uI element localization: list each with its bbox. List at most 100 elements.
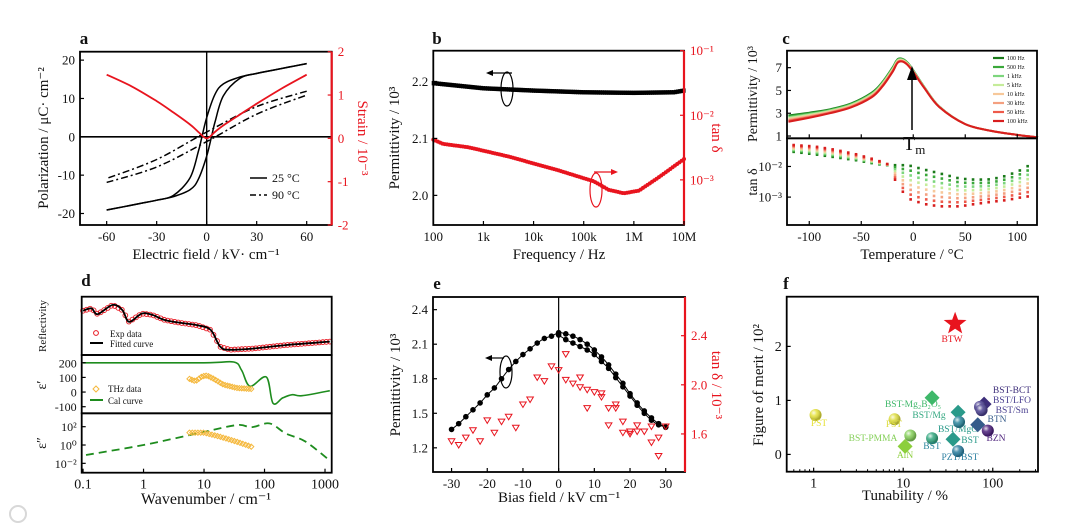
permittivity-point (630, 90, 634, 96)
permittivity-point (463, 413, 469, 420)
tan-delta-point (971, 195, 975, 199)
permittivity-point (494, 86, 498, 92)
permittivity-point (463, 84, 467, 89)
permittivity-point (517, 87, 521, 93)
permittivity-point (648, 417, 655, 423)
x-tick-label: -30 (148, 229, 165, 244)
permittivity-point (600, 90, 605, 95)
tan-delta-point (893, 163, 897, 167)
tan-delta-point (807, 144, 811, 148)
permittivity-point (477, 85, 481, 91)
tan-delta-point (940, 181, 944, 185)
x-tick-label: 100 (424, 229, 444, 244)
y-axis-title: Permittivity / 10³ (388, 333, 404, 436)
data-point-diamond (950, 404, 966, 420)
permittivity-point (659, 90, 663, 95)
permittivity-point (603, 90, 607, 95)
tan-delta-point (995, 183, 998, 187)
tan-delta-point (1002, 188, 1006, 192)
tan-delta-point (971, 188, 975, 192)
tan-delta-point (909, 183, 912, 187)
y-tick-label: 2.0 (412, 188, 428, 203)
y2-axis-title: tan δ (708, 123, 724, 152)
permittivity-point (575, 89, 580, 95)
tan-delta-point (924, 183, 928, 187)
arrow-head-icon (486, 70, 493, 76)
tm-annotation: Tm (903, 133, 925, 157)
tan-delta-point (948, 205, 951, 208)
fitted-curve (82, 303, 330, 351)
tan-delta-point (1026, 169, 1029, 172)
series-marker-ellipse (500, 71, 514, 107)
x-tick-label: 1M (625, 229, 644, 244)
permittivity-point (655, 90, 659, 95)
tan-delta-point (454, 441, 463, 449)
tan-delta-point (995, 193, 998, 196)
tan-delta-point (611, 405, 620, 413)
tan-delta-point (909, 193, 912, 196)
tan-delta-point (800, 144, 803, 147)
tan-delta-point (497, 418, 506, 426)
permittivity-point (491, 385, 498, 391)
tan-delta-point (1018, 169, 1022, 172)
tan-delta-point (917, 181, 920, 184)
permittivity-point (619, 90, 623, 95)
permittivity-point (557, 89, 561, 94)
x-tick-label: 60 (300, 229, 313, 244)
permittivity-point (577, 336, 583, 343)
x-tick-label: 1k (477, 229, 491, 244)
x-tick-label: -10 (514, 476, 531, 491)
tan-delta-point (618, 429, 628, 437)
permittivity-point (486, 86, 490, 91)
exp-data-point (90, 307, 97, 314)
permittivity-point (546, 88, 550, 94)
tan-delta-point (987, 187, 990, 191)
permittivity-point (562, 336, 569, 343)
permittivity-point (508, 87, 513, 92)
tan-delta-point (1018, 192, 1022, 196)
y-tick-label: 1.5 (412, 406, 428, 421)
arrow-head-icon (907, 66, 917, 80)
permittivity-point (627, 393, 633, 399)
tan-delta-point (1002, 192, 1006, 195)
tan-delta-point (956, 188, 959, 192)
permittivity-point (598, 90, 603, 95)
tan-delta-point (932, 175, 936, 179)
x-tick-label: 100 (254, 478, 275, 493)
tan-delta-point (1002, 181, 1006, 185)
permittivity-point (555, 332, 562, 338)
permittivity-point (544, 88, 548, 94)
exp-data-point (136, 312, 143, 318)
permittivity-point (450, 82, 454, 88)
tan-delta-point (893, 172, 897, 175)
tan-delta-point (909, 169, 912, 172)
permittivity-point (559, 89, 563, 94)
tan-delta-point (917, 191, 920, 194)
data-point-label: PZT/BST (942, 453, 979, 463)
tan-delta-point (901, 167, 905, 171)
tan-delta-point (901, 190, 905, 194)
data-point-diamond (970, 417, 986, 433)
tan-delta-point (956, 176, 959, 180)
data-point-highlight (926, 432, 939, 445)
tan-delta-point (561, 376, 570, 384)
permittivity-point (534, 340, 541, 346)
x-tick-label: 100k (571, 229, 598, 244)
y-tick-label: 0 (338, 131, 345, 146)
permittivity-point (663, 90, 667, 95)
tan-delta-point (948, 174, 951, 178)
tan-delta-point (995, 180, 998, 183)
tan-delta-point (995, 176, 998, 180)
permittivity-point (591, 347, 598, 353)
permittivity-point (496, 86, 500, 92)
permittivity-point (548, 88, 552, 94)
tan-delta-point (893, 170, 897, 173)
arrow-head-icon (485, 355, 492, 361)
y-tick-label: 10⁻³ (690, 172, 714, 187)
thz-data-point (247, 443, 255, 450)
tan-delta-point (917, 176, 920, 180)
data-point-highlight (888, 413, 901, 426)
tan-delta-point (893, 176, 897, 179)
panel-letter-d: d (81, 271, 91, 290)
